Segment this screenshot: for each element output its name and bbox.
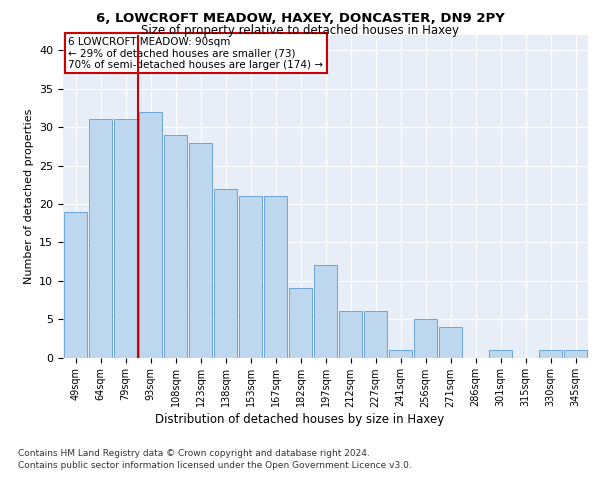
Text: 6, LOWCROFT MEADOW, HAXEY, DONCASTER, DN9 2PY: 6, LOWCROFT MEADOW, HAXEY, DONCASTER, DN…: [95, 12, 505, 24]
Bar: [114, 120, 137, 358]
Bar: [164, 135, 187, 358]
Bar: [64, 212, 87, 358]
Bar: [414, 319, 437, 358]
Bar: [264, 196, 287, 358]
Bar: [339, 312, 362, 358]
Text: 6 LOWCROFT MEADOW: 90sqm
← 29% of detached houses are smaller (73)
70% of semi-d: 6 LOWCROFT MEADOW: 90sqm ← 29% of detach…: [68, 36, 323, 70]
Bar: [539, 350, 562, 358]
Bar: [489, 350, 512, 358]
Text: Distribution of detached houses by size in Haxey: Distribution of detached houses by size …: [155, 412, 445, 426]
Bar: [239, 196, 262, 358]
Bar: [389, 350, 412, 358]
Text: Contains public sector information licensed under the Open Government Licence v3: Contains public sector information licen…: [18, 461, 412, 470]
Bar: [439, 327, 462, 358]
Text: Contains HM Land Registry data © Crown copyright and database right 2024.: Contains HM Land Registry data © Crown c…: [18, 448, 370, 458]
Y-axis label: Number of detached properties: Number of detached properties: [23, 108, 34, 284]
Bar: [214, 188, 237, 358]
Bar: [89, 120, 112, 358]
Bar: [564, 350, 587, 358]
Bar: [189, 142, 212, 358]
Bar: [289, 288, 312, 358]
Bar: [364, 312, 387, 358]
Bar: [139, 112, 162, 358]
Bar: [314, 266, 337, 358]
Text: Size of property relative to detached houses in Haxey: Size of property relative to detached ho…: [141, 24, 459, 37]
